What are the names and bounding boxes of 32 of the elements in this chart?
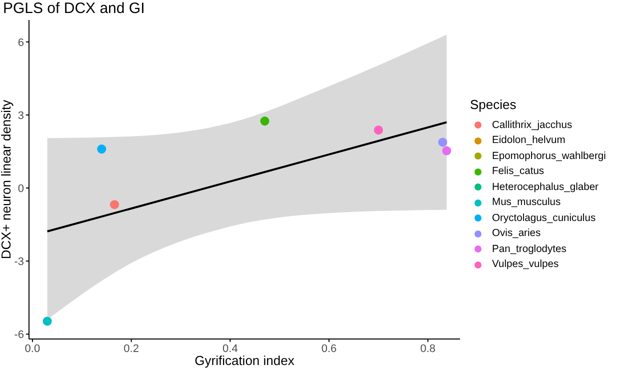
legend-label: Vulpes_vulpes bbox=[492, 259, 559, 270]
x-tick-label: 0.0 bbox=[24, 342, 40, 355]
y-tick-label: -3 bbox=[14, 256, 24, 268]
legend-label: Oryctolagus_cuniculus bbox=[492, 212, 596, 224]
chart-title: PGLS of DCX and GI bbox=[3, 0, 145, 17]
x-tick-label: 0.6 bbox=[321, 342, 337, 355]
point bbox=[97, 144, 106, 154]
y-tick-label: 6 bbox=[18, 36, 24, 49]
point bbox=[260, 116, 270, 126]
point bbox=[438, 138, 448, 147]
x-axis-title: Gyrification index bbox=[194, 353, 295, 368]
point bbox=[442, 146, 452, 156]
legend-label: Epomophorus_wahlbergi bbox=[492, 150, 606, 162]
legend-label: Pan_troglodytes bbox=[492, 244, 566, 255]
point bbox=[110, 200, 120, 210]
y-axis-title: DCX+ neuron linear density bbox=[0, 99, 14, 260]
legend-label: Callithrix_jacchus bbox=[492, 120, 572, 131]
y-tick-label: -6 bbox=[14, 329, 24, 342]
x-tick-label: 0.2 bbox=[124, 342, 139, 355]
legend-label: Felis_catus bbox=[492, 166, 544, 178]
point bbox=[374, 126, 383, 135]
legend-label: Heterocephalus_glaber bbox=[492, 182, 598, 193]
legend-label: Eidolon_helvum bbox=[492, 135, 566, 146]
y-tick-label: 0 bbox=[18, 182, 24, 195]
x-tick-label: 0.8 bbox=[420, 342, 436, 355]
x-tick-label: 0.4 bbox=[222, 342, 238, 355]
legend-label: Ovis_aries bbox=[492, 228, 541, 240]
y-tick-label: 3 bbox=[18, 110, 24, 122]
legend-label: Mus_musculus bbox=[492, 197, 561, 208]
legend-title: Species bbox=[470, 96, 518, 112]
point bbox=[42, 316, 52, 326]
line-series bbox=[46, 121, 448, 232]
